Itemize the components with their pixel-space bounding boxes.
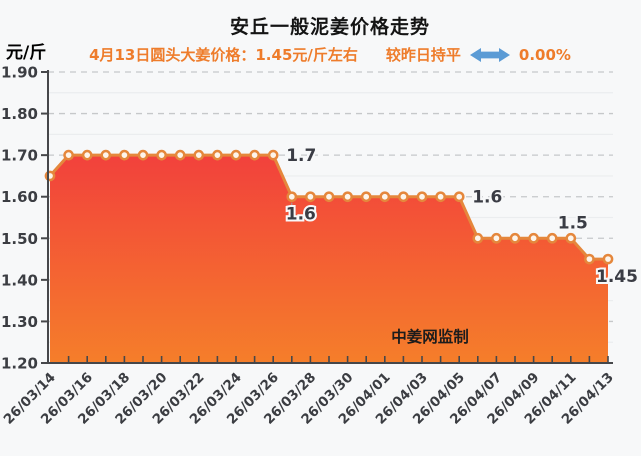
data-point-marker	[584, 253, 595, 265]
y-axis-tick-label: 1.80	[1, 105, 38, 123]
chart-subtitle: 4月13日圆头大姜价格：1.45元/斤左右 较昨日持平 0.00%	[20, 44, 640, 65]
watermark-text: 中姜网监制	[391, 327, 469, 346]
y-axis-tick-label: 1.90	[1, 64, 38, 82]
data-point-marker	[174, 149, 186, 161]
subtitle-change-percent: 0.00%	[518, 45, 571, 64]
subtitle-compare-text: 较昨日持平	[385, 46, 461, 64]
data-label: 1.6	[472, 188, 502, 208]
data-point-marker	[602, 253, 614, 265]
data-label: 1.6	[286, 205, 316, 225]
data-point-marker	[156, 149, 167, 161]
data-point-marker	[119, 149, 130, 161]
data-point-marker	[100, 149, 112, 161]
data-point-marker	[528, 232, 539, 244]
data-point-marker	[360, 191, 372, 203]
y-axis-tick-label: 1.20	[1, 355, 38, 373]
price-area-fill	[50, 155, 608, 363]
subtitle-price-text: 4月13日圆头大姜价格：1.45元/斤左右	[89, 46, 358, 64]
data-point-marker	[546, 232, 558, 244]
data-label: 1.7	[286, 146, 316, 166]
data-point-marker	[379, 191, 391, 203]
data-point-marker	[63, 149, 74, 161]
data-point-marker	[267, 149, 279, 161]
y-axis-tick-label: 1.70	[1, 147, 38, 165]
data-point-marker	[565, 232, 577, 244]
flat-trend-arrow-icon	[469, 47, 510, 63]
data-point-marker	[472, 232, 484, 244]
y-axis-tick-label: 1.60	[1, 188, 38, 206]
y-axis-tick-label: 1.40	[1, 271, 38, 289]
data-point-marker	[305, 191, 316, 203]
data-point-marker	[212, 149, 223, 161]
data-point-marker	[491, 232, 502, 244]
data-point-marker	[230, 149, 242, 161]
data-point-marker	[453, 191, 465, 203]
y-axis-unit-label: 元/斤	[6, 43, 47, 63]
data-label: 1.45	[596, 267, 638, 287]
data-point-marker	[137, 149, 149, 161]
double-arrow-shape	[469, 47, 510, 62]
data-point-marker	[342, 191, 353, 203]
data-point-marker	[249, 149, 260, 161]
y-axis-tick-label: 1.30	[1, 313, 38, 331]
y-axis-tick-label: 1.50	[1, 230, 38, 248]
data-label: 1.5	[558, 213, 588, 233]
data-point-marker	[81, 149, 93, 161]
data-point-marker	[416, 191, 428, 203]
data-point-marker	[193, 149, 205, 161]
data-point-marker	[398, 191, 409, 203]
data-point-marker	[435, 191, 446, 203]
data-point-marker	[286, 191, 298, 203]
data-point-marker	[323, 191, 335, 203]
chart-title: 安丘一般泥姜价格走势	[229, 16, 430, 38]
data-point-marker	[509, 232, 521, 244]
